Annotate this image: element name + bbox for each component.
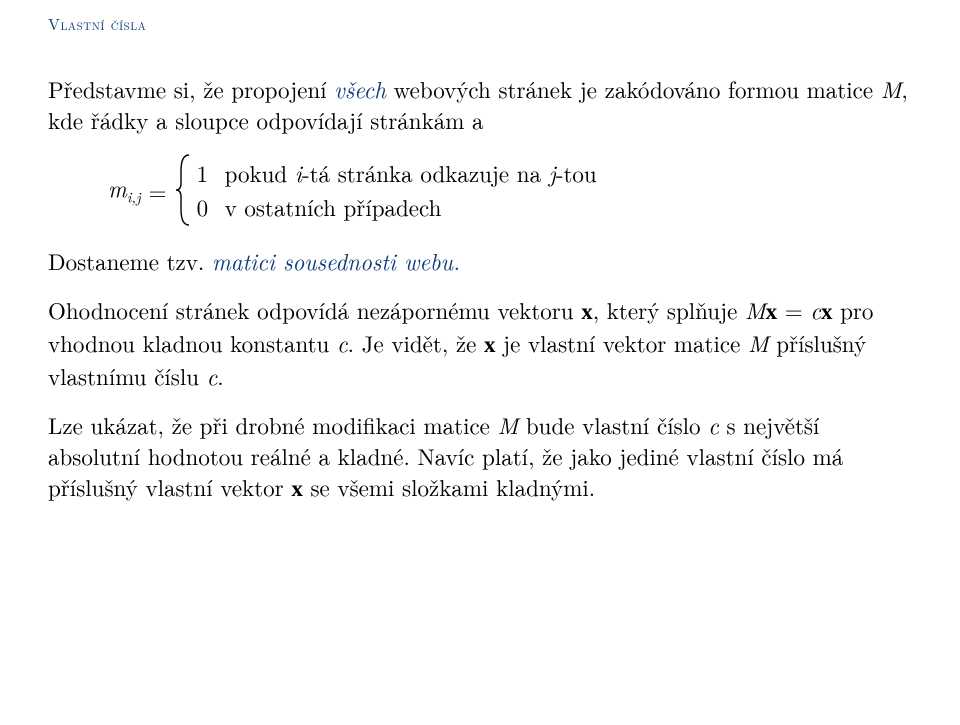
p3-c3: c: [207, 359, 218, 392]
p3-x1: x: [581, 299, 593, 324]
p4-x: x: [291, 476, 303, 501]
case1-num: 1: [197, 156, 211, 191]
cases-body: 1 pokud i-tá stránka odkazuje na j-tou 0…: [197, 156, 597, 225]
p1-text-c: webových stránek je zakódováno formou ma…: [386, 72, 881, 105]
paragraph-1: Představme si, že propojení všech webový…: [48, 73, 912, 135]
p3-c2: c: [337, 326, 348, 359]
page-header: Vlastní čísla: [48, 12, 912, 35]
case1-text: pokud i-tá stránka odkazuje na j-tou: [225, 156, 597, 191]
p3-b: , který splňuje: [593, 293, 745, 326]
p1-text-a: Představme si, že propojení: [48, 72, 334, 105]
p3-a: Ohodnocení stránek odpovídá nezápornému …: [48, 293, 581, 326]
p3-f: je vlastní vektor matice: [495, 326, 748, 359]
p4-M: M: [498, 408, 519, 441]
p3-h: .: [217, 359, 223, 392]
p4-d: se všemi složkami kladnými.: [303, 470, 595, 503]
case1-var-i: i: [295, 156, 302, 189]
p4-a: Lze ukázat, že při drobné modifikaci mat…: [48, 408, 498, 441]
eq-m: m: [108, 171, 127, 204]
page: Vlastní čísla Představme si, že propojen…: [0, 0, 960, 504]
paragraph-2: Dostaneme tzv. matici sousednosti webu.: [48, 245, 912, 276]
p3-M2: M: [748, 326, 769, 359]
paragraph-3: Ohodnocení stránek odpovídá nezápornému …: [48, 294, 912, 391]
p3-x3: x: [821, 299, 833, 324]
case2-text: v ostatních případech: [225, 190, 442, 225]
content: Představme si, že propojení všech webový…: [48, 73, 912, 504]
p1-emph-all: všech: [334, 72, 386, 105]
case1-var-j: j: [549, 156, 556, 189]
case1-a: pokud: [225, 156, 295, 189]
p3-x4: x: [484, 332, 496, 357]
case-1: 1 pokud i-tá stránka odkazuje na j-tou: [197, 156, 597, 191]
p4-b: bude vlastní číslo: [518, 408, 708, 441]
p3-e: . Je vidět, že: [348, 326, 484, 359]
p3-eq: =: [777, 293, 810, 326]
p1-var-M: M: [881, 72, 902, 105]
p2-emph: matici sousednosti webu.: [212, 244, 460, 277]
eq-equals: =: [149, 175, 167, 206]
case1-c: -tá stránka odkazuje na: [302, 156, 549, 189]
p2-a: Dostaneme tzv.: [48, 244, 212, 277]
paragraph-4: Lze ukázat, že při drobné modifikaci mat…: [48, 409, 912, 504]
case1-e: -tou: [556, 156, 597, 189]
p3-c1: c: [810, 293, 821, 326]
case2-num: 0: [197, 190, 211, 225]
p3-M1: M: [745, 293, 766, 326]
equation-cases: mi,j = 1 pokud i-tá stránka odkazuje na …: [108, 153, 912, 227]
eq-lhs: mi,j: [108, 172, 141, 208]
eq-sub: i,j: [127, 187, 141, 208]
p4-c: c: [708, 408, 719, 441]
left-brace-icon: [175, 153, 193, 227]
case-2: 0 v ostatních případech: [197, 190, 597, 225]
p3-x2: x: [766, 299, 778, 324]
